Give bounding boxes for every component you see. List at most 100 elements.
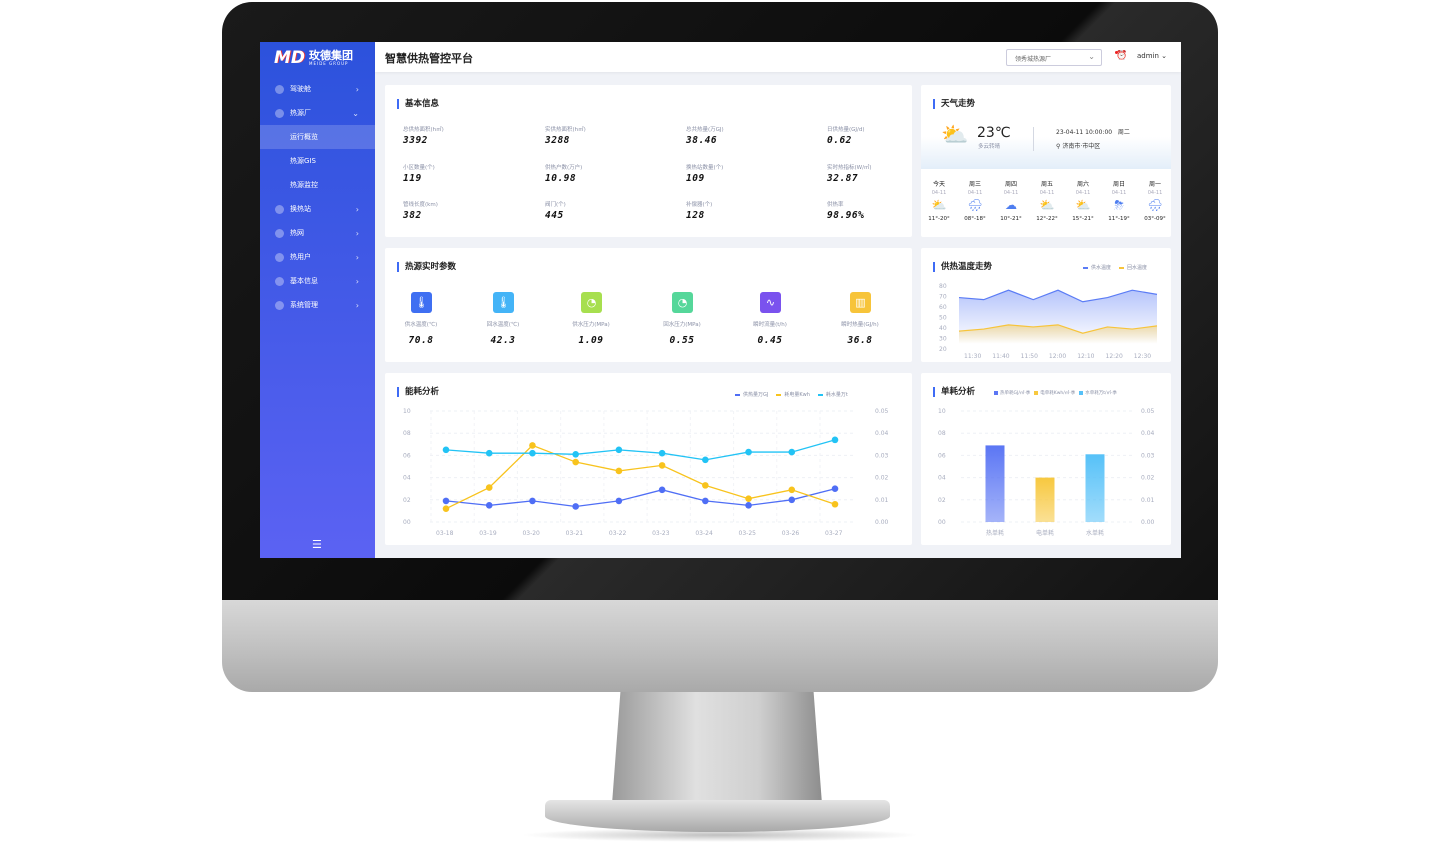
thunderstorm-icon: ⛈ bbox=[1114, 198, 1124, 212]
forecast-day: 周四 04-11 ☁ 10°-21° bbox=[994, 173, 1028, 235]
sidebar-item[interactable]: 驾驶舱 › bbox=[260, 77, 375, 101]
sidebar-item-label: 驾驶舱 bbox=[290, 85, 311, 93]
x-tick-label: 电单耗 bbox=[1036, 529, 1054, 537]
x-tick-label: 03-25 bbox=[739, 530, 757, 537]
data-point bbox=[442, 446, 450, 454]
data-point bbox=[702, 456, 709, 464]
x-tick-label: 03-27 bbox=[825, 530, 843, 537]
param-label: 回水温度(℃) bbox=[486, 322, 520, 328]
y-tick-label: 08 bbox=[403, 430, 411, 437]
collapse-menu-icon[interactable]: ☰ bbox=[312, 538, 322, 551]
y2-tick-label: 0.04 bbox=[875, 430, 889, 437]
menu-icon bbox=[275, 252, 284, 262]
basic-info-panel: 基本信息 总供热面积(h㎡) 3392 实供热面积(h㎡) 3288 总共热量(万GJ)… bbox=[385, 85, 912, 237]
forecast-weekday: 周四 bbox=[1004, 181, 1017, 188]
data-point bbox=[658, 449, 666, 457]
sidebar-item[interactable]: 热源厂 ⌄ bbox=[260, 101, 375, 125]
stat-value: 98.96% bbox=[827, 210, 865, 221]
sidebar-item[interactable]: 基本信息 › bbox=[260, 269, 375, 293]
y-tick-label: 60 bbox=[939, 304, 947, 311]
param-label: 供水温度(℃) bbox=[404, 322, 438, 328]
stat-label: 总供热面积(h㎡) bbox=[403, 127, 444, 133]
legend-item[interactable]: 回水温度 bbox=[1119, 264, 1147, 271]
temp-trend-panel: 供热温度走势 供水温度 回水温度 20 30 40 50 60 70 80 11:30 11:40… bbox=[921, 248, 1171, 362]
forecast-weekday: 周六 bbox=[1076, 181, 1089, 188]
param-value: 42.3 bbox=[490, 335, 516, 346]
stat-label: 实供热面积(h㎡) bbox=[545, 127, 586, 133]
data-point bbox=[658, 486, 666, 494]
data-point bbox=[788, 496, 796, 504]
data-point bbox=[572, 458, 579, 466]
sidebar-item[interactable]: 热网 › bbox=[260, 221, 375, 245]
data-point bbox=[745, 502, 752, 509]
partly-sunny-icon: ⛅ bbox=[1075, 198, 1091, 212]
data-point bbox=[442, 505, 450, 512]
partly-sunny-icon: ⛅ bbox=[931, 198, 947, 212]
stand-shadow bbox=[520, 828, 920, 842]
forecast-date: 04-11 bbox=[1111, 190, 1127, 196]
legend-item[interactable]: 热单耗GJ/㎡·季 bbox=[994, 390, 1030, 396]
legend-item[interactable]: 电单耗Kwh/㎡·季 bbox=[1034, 390, 1075, 396]
forecast-temp: 12°-22° bbox=[1036, 216, 1058, 222]
sidebar-item[interactable]: 热用户 › bbox=[260, 245, 375, 269]
data-point bbox=[529, 497, 536, 505]
legend-item[interactable]: 水单耗万t/㎡·季 bbox=[1079, 390, 1117, 396]
unit-consumption-panel: 单耗分析 热单耗GJ/㎡·季 电单耗Kwh/㎡·季 水单耗万t/㎡·季 00 02 04… bbox=[921, 373, 1171, 545]
alarm-icon[interactable]: ⏰ bbox=[1115, 51, 1128, 61]
radiator-icon: ▥ bbox=[850, 292, 871, 313]
y-tick-label: 40 bbox=[939, 325, 947, 332]
location-pin-icon: ⚲ bbox=[1056, 143, 1061, 150]
forecast-date: 04-11 bbox=[1147, 190, 1163, 196]
legend-item[interactable]: 耗水量万t bbox=[817, 391, 848, 398]
monitor-stand bbox=[612, 692, 822, 804]
series-line bbox=[958, 324, 1158, 334]
sidebar-item[interactable]: 运行概览 bbox=[260, 125, 375, 149]
legend-item[interactable]: 供水温度 bbox=[1083, 264, 1111, 271]
datetime: 23-04-11 10:00:00 周二 bbox=[1056, 129, 1130, 136]
y-tick-label: 50 bbox=[939, 315, 947, 322]
panel-title: 单耗分析 bbox=[933, 387, 975, 397]
forecast-weekday: 周一 bbox=[1148, 181, 1161, 188]
x-tick-label: 热单耗 bbox=[986, 529, 1004, 537]
plant-select[interactable]: 领秀城热源厂 ⌄ bbox=[1006, 49, 1102, 66]
bar bbox=[1035, 477, 1055, 522]
x-tick-label: 03-19 bbox=[479, 530, 497, 537]
stat-label: 小区数量(个) bbox=[403, 165, 435, 171]
stat-value: 445 bbox=[545, 210, 564, 221]
forecast-weekday: 周三 bbox=[968, 181, 981, 188]
thermometer-icon: 🌡 bbox=[493, 292, 514, 313]
logo-mark-icon: MD bbox=[274, 48, 306, 68]
forecast-day: 周三 04-11 🌧 08°-18° bbox=[958, 173, 992, 235]
param-value: 70.8 bbox=[408, 335, 434, 346]
data-point bbox=[615, 467, 623, 475]
y-tick-label: 08 bbox=[938, 430, 946, 437]
menu-icon bbox=[275, 84, 284, 94]
sidebar-item[interactable]: 系统管理 › bbox=[260, 293, 375, 317]
sidebar: MD 玫德集团 MEIDE GROUP 驾驶舱 › 热源厂 ⌄ 运行概览 热源GIS 热源监… bbox=[260, 42, 375, 558]
legend-item[interactable]: 供热量万GJ bbox=[735, 391, 768, 398]
thermometer-icon: 🌡 bbox=[411, 292, 432, 313]
user-menu[interactable]: admin ⌄ bbox=[1137, 52, 1167, 60]
sidebar-item-label: 热源厂 bbox=[290, 109, 311, 117]
header: 智慧供热管控平台 领秀城热源厂 ⌄ ⏰ admin ⌄ bbox=[375, 42, 1181, 72]
legend-item[interactable]: 耗电量Kwh bbox=[776, 391, 810, 398]
forecast-date: 04-11 bbox=[931, 190, 947, 196]
forecast-temp: 11°-19° bbox=[1108, 216, 1130, 222]
energy-chart: 00 02 04 06 08 10 0.00 0.01 0.02 0.03 0.04 0.05 03-1… bbox=[403, 408, 889, 537]
param-label: 供水压力(MPa) bbox=[572, 322, 610, 328]
panel-title: 热源实时参数 bbox=[397, 262, 456, 272]
gauge-icon: ◔ bbox=[581, 292, 602, 313]
y2-tick-label: 0.01 bbox=[1141, 497, 1155, 504]
data-point bbox=[788, 486, 796, 494]
y-tick-label: 02 bbox=[938, 497, 946, 504]
sidebar-item[interactable]: 热源GIS bbox=[260, 149, 375, 173]
sidebar-item[interactable]: 热源监控 bbox=[260, 173, 375, 197]
stat-value: 32.87 bbox=[827, 173, 859, 184]
rain-icon: 🌧 bbox=[967, 198, 983, 212]
chevron-down-icon: ⌄ bbox=[1161, 52, 1168, 60]
stat-label: 供热户数(万户) bbox=[545, 165, 583, 171]
stat-label: 日供热量(GJ/d) bbox=[827, 127, 865, 133]
sidebar-item[interactable]: 换热站 › bbox=[260, 197, 375, 221]
menu-icon bbox=[275, 300, 284, 310]
data-point bbox=[485, 449, 493, 457]
